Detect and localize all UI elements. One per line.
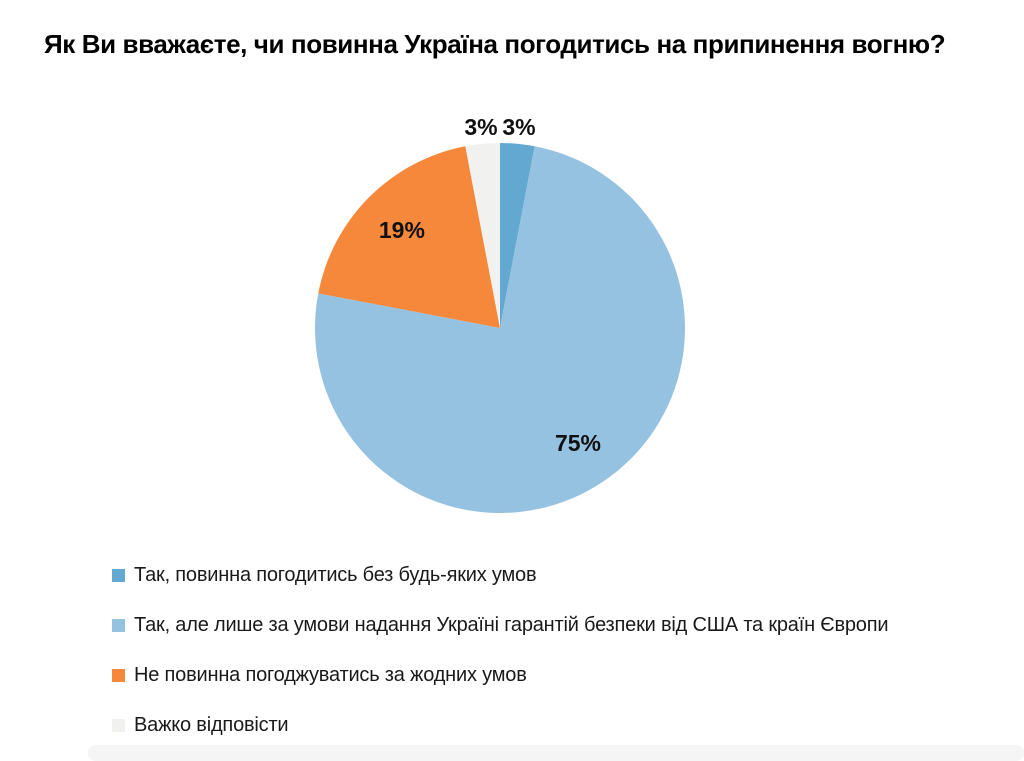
legend-label: Так, повинна погодитись без будь-яких ум… [134,563,537,586]
legend-swatch-icon [112,668,125,682]
legend-item: Важко відповісти [112,713,888,736]
slice-value-label: 75% [555,430,601,456]
pie-slice [318,146,500,328]
slice-value-label: 19% [379,217,425,243]
legend: Так, повинна погодитись без будь-яких ум… [112,563,889,736]
legend-label: Важко відповісти [134,713,289,736]
chart-title: Як Ви вважаєте, чи повинна Україна погод… [44,29,946,59]
slice-value-label: 3% [502,114,535,140]
legend-item: Так, але лише за умови надання Україні г… [112,613,889,636]
legend-label: Так, але лише за умови надання Україні г… [134,613,889,636]
pie-slice [500,143,535,328]
legend-swatch-icon [112,618,125,632]
pie-slice [315,146,686,514]
legend-item: Не повинна погоджуватись за жодних умов [112,663,888,686]
slice-value-label: 3% [464,114,497,140]
footer-bar [88,745,1024,761]
legend-item: Так, повинна погодитись без будь-яких ум… [112,563,888,586]
legend-swatch-icon [112,568,125,582]
legend-label: Не повинна погоджуватись за жодних умов [134,663,527,686]
legend-swatch-icon [112,718,125,732]
pie-slice [465,143,500,328]
